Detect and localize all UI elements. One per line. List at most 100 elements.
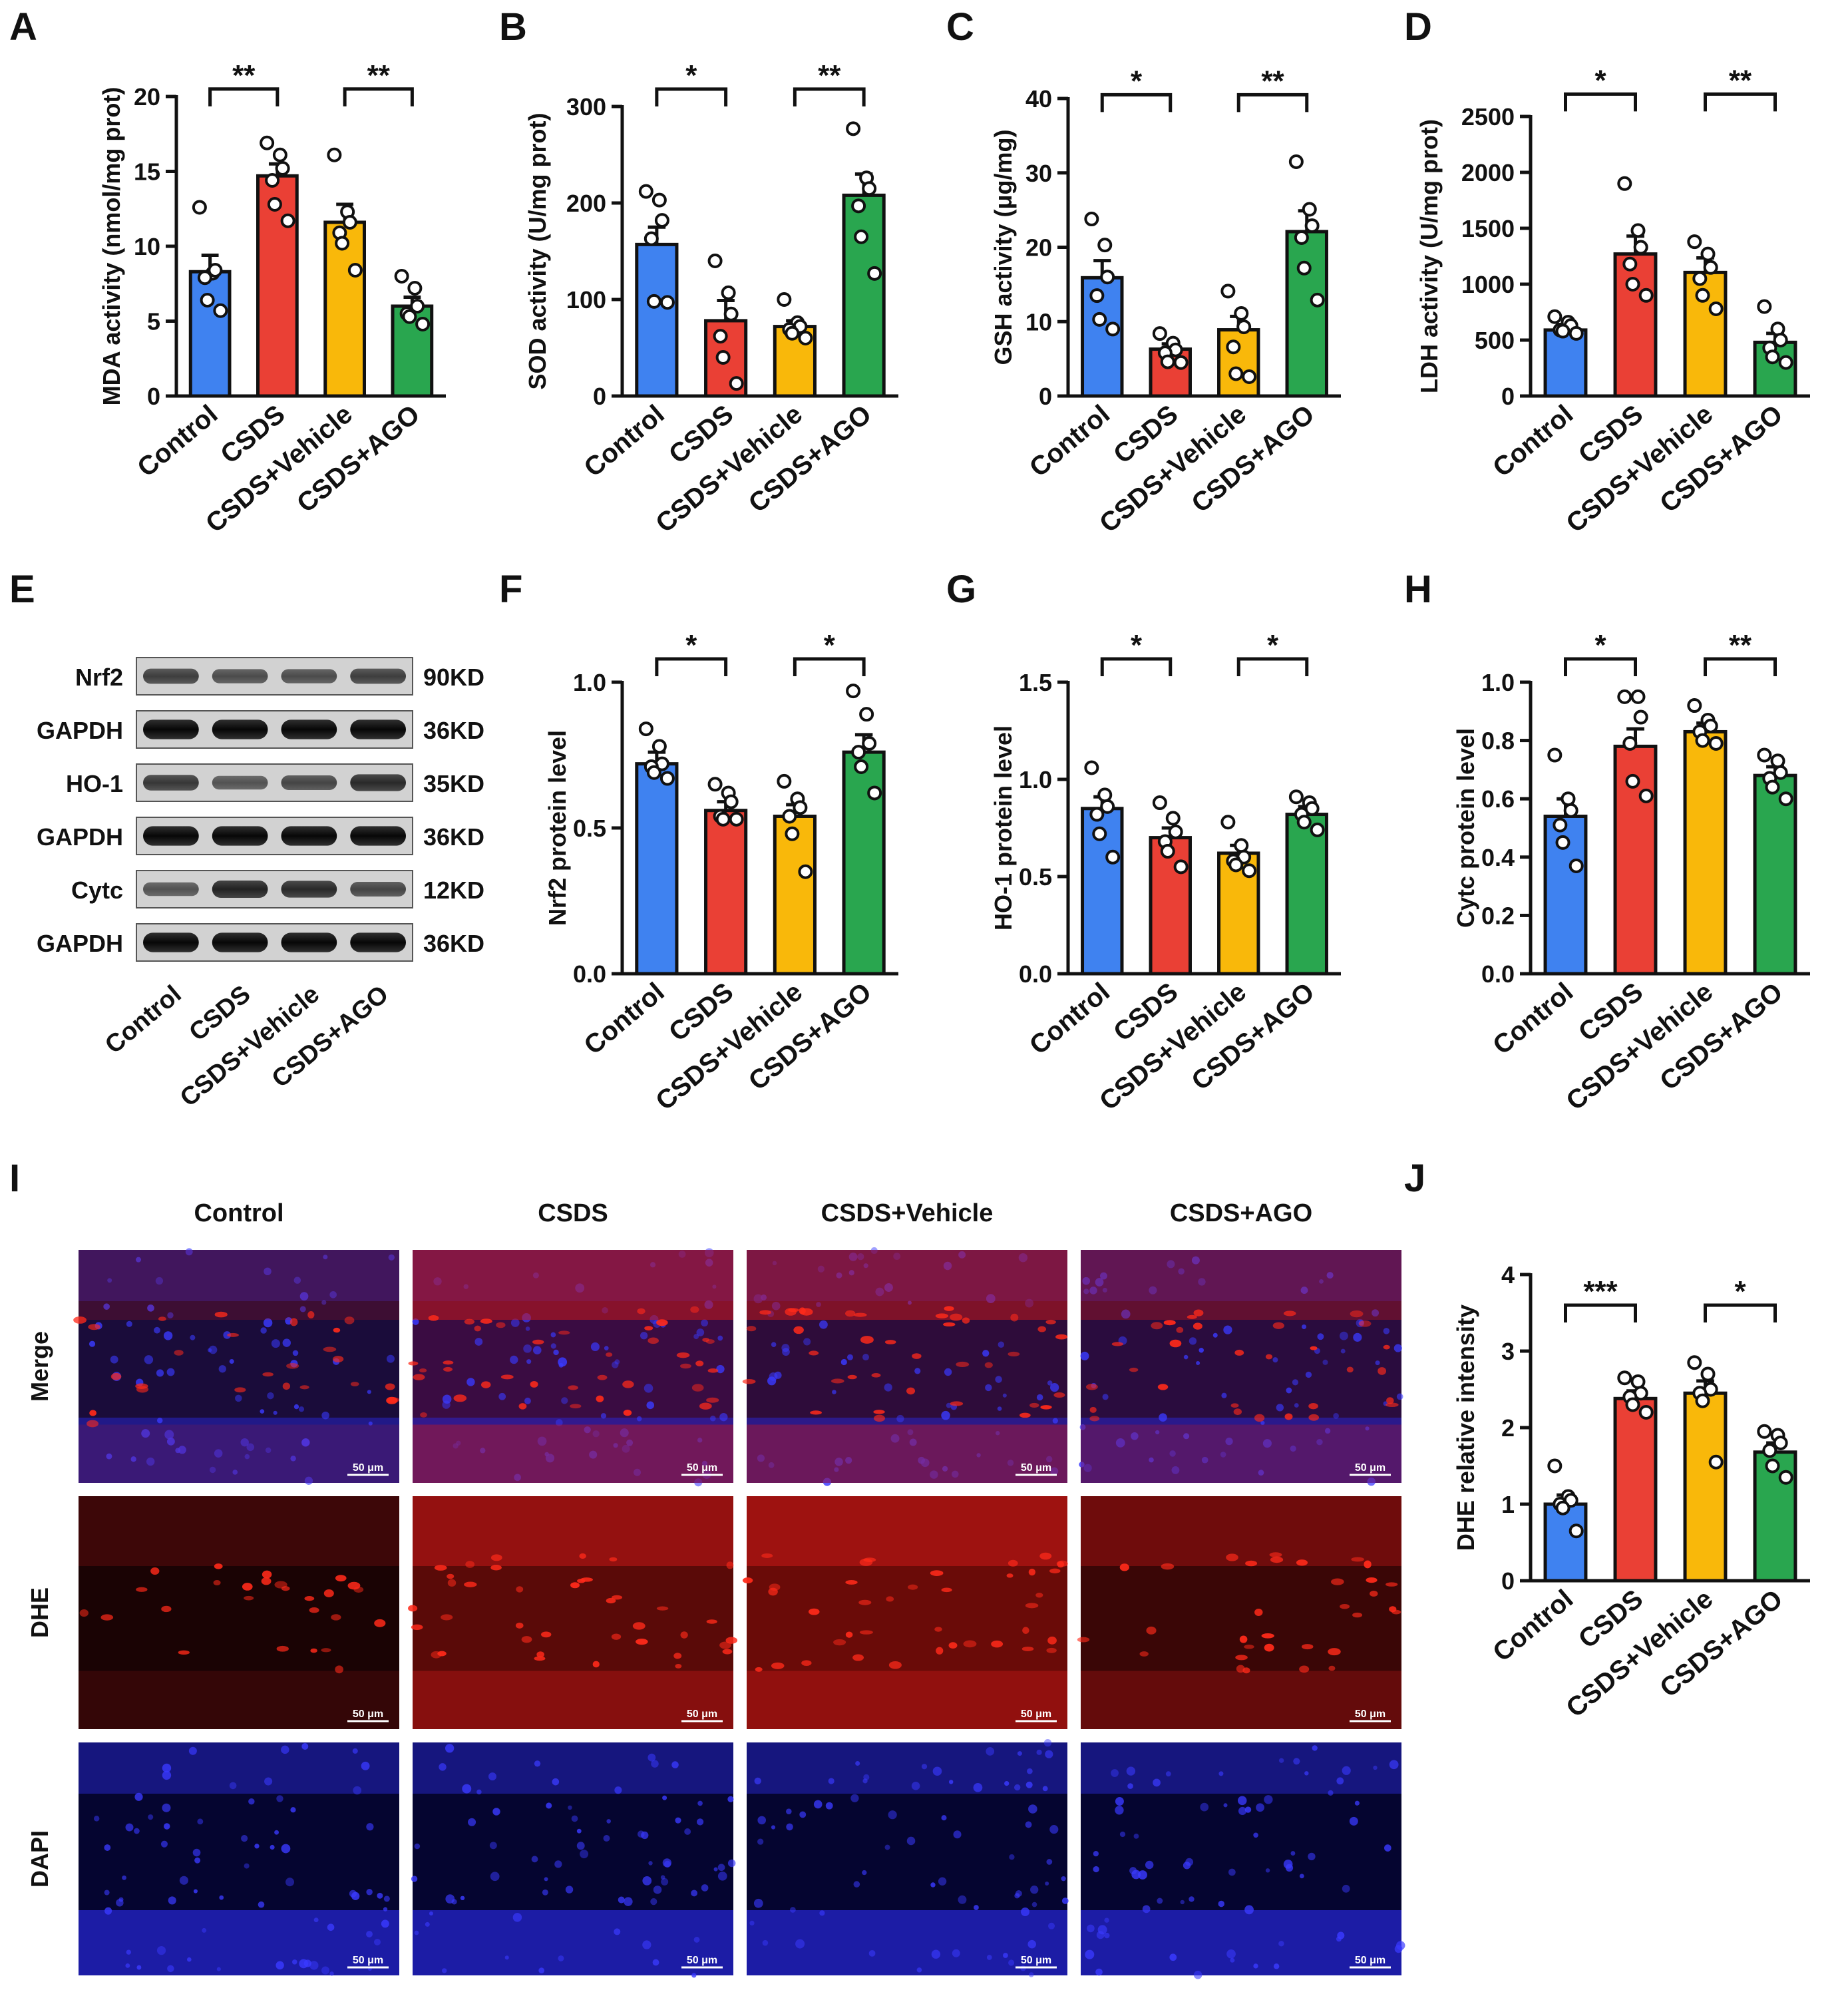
panel-letter-a: A bbox=[9, 5, 37, 49]
nucleus bbox=[584, 1426, 591, 1434]
nucleus bbox=[425, 1921, 430, 1927]
nucleus bbox=[504, 1955, 509, 1960]
dhe-cell bbox=[1261, 1633, 1274, 1639]
dhe-cell bbox=[1139, 1651, 1149, 1657]
data-point bbox=[197, 270, 212, 286]
nucleus bbox=[671, 1761, 679, 1768]
significance-label: * bbox=[824, 629, 836, 662]
data-point bbox=[1296, 260, 1312, 276]
nucleus bbox=[188, 1746, 197, 1755]
dhe-cell bbox=[242, 1583, 253, 1591]
nucleus bbox=[890, 1434, 900, 1443]
nucleus bbox=[276, 1961, 284, 1970]
data-point bbox=[260, 135, 275, 150]
nucleus bbox=[1305, 1371, 1312, 1378]
nucleus bbox=[554, 1860, 562, 1868]
nucleus bbox=[1082, 1277, 1091, 1285]
dhe-layer bbox=[1081, 1424, 1401, 1483]
data-point bbox=[1228, 857, 1244, 873]
scale-bar-label: 50 μm bbox=[1355, 1708, 1386, 1720]
nucleus bbox=[208, 1345, 218, 1354]
nucleus bbox=[1043, 1739, 1052, 1747]
dhe-cell bbox=[656, 1319, 668, 1326]
data-point bbox=[1622, 256, 1638, 272]
blot-band bbox=[143, 932, 199, 952]
nucleus bbox=[244, 1863, 250, 1869]
nucleus bbox=[1324, 1428, 1331, 1434]
dhe-cell bbox=[871, 1373, 881, 1378]
nucleus bbox=[550, 1343, 556, 1349]
dhe-cell bbox=[1169, 1339, 1182, 1348]
bar bbox=[1285, 230, 1328, 398]
nucleus bbox=[1045, 1456, 1053, 1463]
nucleus bbox=[976, 1453, 981, 1458]
nucleus bbox=[267, 1392, 274, 1400]
dhe-cell bbox=[991, 1640, 1004, 1648]
nucleus bbox=[526, 1359, 532, 1364]
significance-label: * bbox=[1131, 629, 1143, 662]
nucleus bbox=[834, 1458, 843, 1466]
nucleus bbox=[1189, 1337, 1197, 1345]
nucleus bbox=[1025, 1821, 1032, 1828]
nucleus bbox=[840, 1358, 847, 1366]
nucleus bbox=[781, 1344, 790, 1352]
y-tick-label: 0 bbox=[1039, 383, 1052, 410]
data-point bbox=[1097, 238, 1113, 253]
nucleus bbox=[958, 1895, 967, 1904]
nucleus bbox=[719, 1412, 728, 1422]
data-point bbox=[1569, 858, 1584, 873]
y-tick-label: 100 bbox=[566, 286, 606, 313]
y-tick-label: 2000 bbox=[1461, 159, 1515, 186]
data-point bbox=[213, 303, 228, 318]
category-label: Control bbox=[1487, 399, 1578, 483]
nucleus bbox=[1326, 1272, 1334, 1279]
nucleus bbox=[973, 1782, 983, 1792]
nucleus bbox=[1290, 1445, 1296, 1452]
dhe-cell bbox=[234, 1387, 246, 1393]
panel-letter-c: C bbox=[946, 5, 974, 49]
nucleus bbox=[241, 1834, 248, 1842]
dhe-cell bbox=[540, 1631, 552, 1638]
micro-tile: 50 μm bbox=[1081, 1742, 1405, 1979]
nucleus bbox=[592, 1430, 600, 1438]
nucleus bbox=[327, 1923, 335, 1931]
significance-label: * bbox=[1594, 64, 1606, 97]
dhe-cell bbox=[1383, 1344, 1390, 1350]
nucleus bbox=[1342, 1766, 1351, 1775]
nucleus bbox=[701, 1460, 707, 1466]
chart-panel-d: 0 500 1000 1500 2000 2500 LDH activity (U/mg p… bbox=[1415, 64, 1810, 538]
dhe-layer bbox=[747, 1250, 1067, 1320]
nucleus bbox=[166, 1437, 175, 1446]
nucleus bbox=[321, 1300, 327, 1305]
blot-band bbox=[281, 826, 337, 846]
nucleus bbox=[274, 1830, 279, 1835]
data-point bbox=[1242, 369, 1257, 384]
dhe-cell bbox=[1284, 1413, 1293, 1420]
dhe-cell bbox=[213, 1580, 221, 1586]
nucleus bbox=[456, 1440, 461, 1446]
data-point bbox=[651, 739, 667, 754]
data-point bbox=[1105, 321, 1121, 337]
nucleus bbox=[558, 1362, 564, 1368]
dhe-cell bbox=[411, 1624, 423, 1631]
nucleus bbox=[600, 1413, 607, 1419]
dhe-cell bbox=[676, 1352, 690, 1358]
blot-band bbox=[212, 775, 268, 790]
nucleus bbox=[565, 1886, 574, 1894]
nucleus bbox=[451, 1899, 457, 1905]
data-point bbox=[1633, 240, 1648, 255]
blot-protein-label: GAPDH bbox=[37, 823, 123, 851]
nucleus bbox=[1225, 1438, 1233, 1446]
nucleus bbox=[813, 1800, 823, 1809]
panel-letter-h: H bbox=[1404, 568, 1432, 611]
scale-bar-label: 50 μm bbox=[1021, 1708, 1051, 1720]
dhe-cell bbox=[606, 1352, 613, 1357]
nucleus bbox=[918, 1456, 926, 1464]
scale-bar-label: 50 μm bbox=[687, 1955, 717, 1966]
nucleus bbox=[754, 1777, 761, 1785]
y-tick-label: 10 bbox=[1025, 308, 1052, 335]
nucleus bbox=[986, 1294, 996, 1303]
dhe-cell bbox=[1296, 1559, 1308, 1566]
dhe-cell bbox=[675, 1664, 682, 1669]
nucleus bbox=[298, 1406, 305, 1412]
